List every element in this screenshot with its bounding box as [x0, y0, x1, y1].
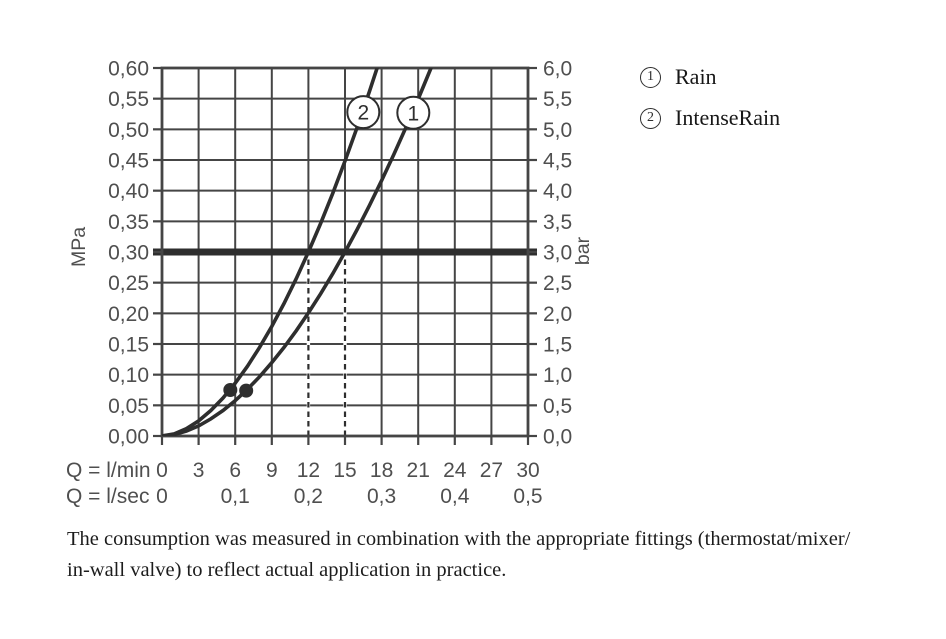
- xaxis-caption-lmin: Q = l/min: [66, 459, 151, 482]
- tick-marks: [153, 66, 537, 445]
- legend-symbol-1-icon: 1: [640, 66, 661, 88]
- ytick-label-bar: 6,0: [543, 58, 572, 81]
- xtick-label-lsec: 0,4: [440, 485, 470, 508]
- legend-symbol-2-icon: 2: [640, 107, 661, 129]
- xaxis-caption-lsec: Q = l/sec: [66, 485, 149, 508]
- xtick-label-lmin: 24: [443, 459, 467, 482]
- ytick-label-mpa: 0,35: [108, 211, 149, 234]
- flow-pressure-chart: 0,600,550,500,450,400,350,300,250,200,15…: [66, 58, 594, 509]
- measure-dot-intenserain: [223, 383, 238, 397]
- ytick-label-mpa: 0,05: [108, 395, 149, 418]
- xtick-label-lmin: 0: [156, 459, 168, 482]
- ytick-label-bar: 1,0: [543, 364, 572, 387]
- ytick-label-mpa: 0,45: [108, 150, 149, 173]
- ytick-label-bar: 4,0: [543, 180, 572, 203]
- ytick-label-mpa: 0,60: [108, 58, 149, 81]
- xtick-label-lmin: 12: [297, 459, 320, 482]
- ytick-label-bar: 1,5: [543, 334, 572, 357]
- curve-intenserain: [162, 68, 380, 436]
- xtick-label-lmin: 27: [480, 459, 503, 482]
- ytick-label-mpa: 0,30: [108, 242, 149, 265]
- ytick-label-bar: 4,5: [543, 150, 572, 173]
- xtick-label-lmin: 9: [266, 459, 278, 482]
- curve-badge-number: 1: [407, 102, 419, 125]
- xtick-label-lmin: 30: [516, 459, 539, 482]
- drop-lines: [306, 252, 347, 436]
- ytick-label-mpa: 0,25: [108, 272, 149, 295]
- chart-caption: The consumption was measured in combinat…: [67, 524, 917, 586]
- yaxis-unit-mpa: MPa: [68, 227, 90, 267]
- xtick-label-lmin: 18: [370, 459, 393, 482]
- curve-badge-2: 2: [346, 95, 381, 130]
- xtick-label-lsec: 0,3: [367, 485, 396, 508]
- xtick-label-lmin: 3: [193, 459, 205, 482]
- axis-labels: 0,600,550,500,450,400,350,300,250,200,15…: [66, 58, 594, 509]
- legend-label-intenserain: IntenseRain: [675, 105, 781, 130]
- ytick-label-mpa: 0,55: [108, 88, 149, 111]
- caption-line-1: The consumption was measured in combinat…: [67, 528, 851, 550]
- ytick-label-mpa: 0,50: [108, 119, 149, 142]
- xtick-label-lsec: 0,5: [513, 485, 542, 508]
- ytick-label-bar: 2,0: [543, 303, 572, 326]
- curves: [162, 68, 433, 436]
- ytick-label-bar: 3,0: [543, 242, 572, 265]
- caption-line-2: in-wall valve) to reflect actual applica…: [67, 559, 507, 581]
- ytick-label-bar: 5,0: [543, 119, 572, 142]
- ytick-label-mpa: 0,20: [108, 303, 149, 326]
- ytick-label-mpa: 0,10: [108, 364, 149, 387]
- xtick-label-lsec: 0: [156, 485, 168, 508]
- curve-badge-1: 1: [396, 95, 431, 130]
- ytick-label-bar: 0,0: [543, 426, 572, 449]
- ytick-label-mpa: 0,00: [108, 426, 149, 449]
- ytick-label-bar: 3,5: [543, 211, 572, 234]
- measure-dot-rain: [239, 383, 254, 398]
- curve-badge-number: 2: [357, 102, 369, 125]
- xtick-label-lmin: 21: [407, 459, 430, 482]
- xtick-label-lmin: 15: [333, 459, 356, 482]
- curve-rain: [162, 68, 433, 436]
- legend: 1 Rain 2 IntenseRain: [640, 64, 780, 131]
- legend-item-intenserain: 2 IntenseRain: [640, 105, 780, 131]
- legend-item-rain: 1 Rain: [640, 64, 780, 90]
- ytick-label-mpa: 0,15: [108, 334, 149, 357]
- yaxis-unit-bar: bar: [572, 236, 594, 265]
- xtick-label-lsec: 0,2: [294, 485, 323, 508]
- legend-label-rain: Rain: [675, 64, 717, 89]
- ytick-label-bar: 2,5: [543, 272, 572, 295]
- xtick-label-lmin: 6: [229, 459, 241, 482]
- ytick-label-bar: 5,5: [543, 88, 572, 111]
- ytick-label-mpa: 0,40: [108, 180, 149, 203]
- xtick-label-lsec: 0,1: [221, 485, 250, 508]
- ytick-label-bar: 0,5: [543, 395, 572, 418]
